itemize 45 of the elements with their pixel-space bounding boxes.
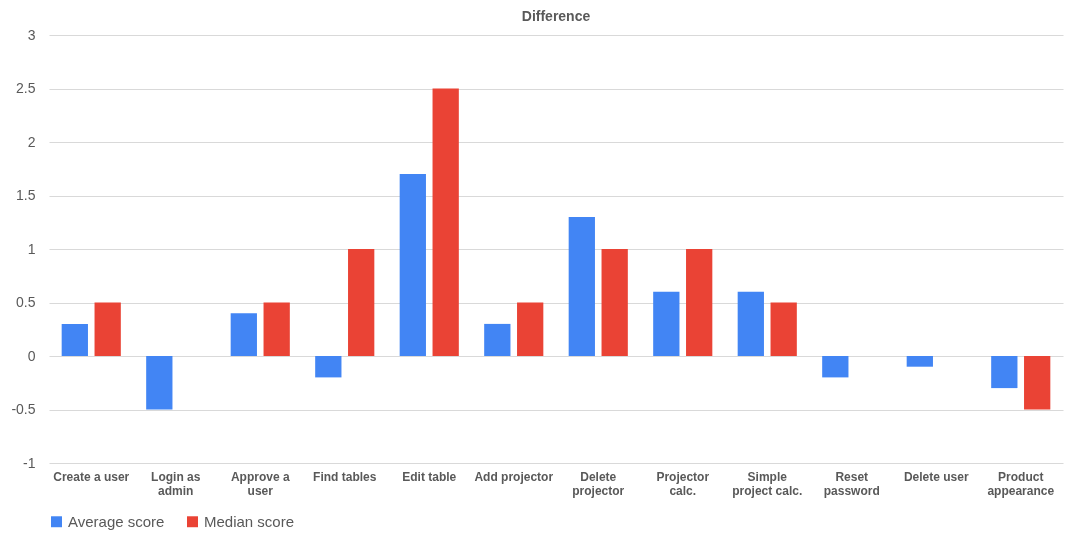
bar [517, 302, 544, 356]
bar [432, 88, 459, 356]
bar [737, 291, 764, 356]
bar [770, 302, 797, 356]
y-tick-label: 3 [27, 26, 36, 43]
chart-title: Difference [521, 8, 591, 24]
bar [61, 323, 88, 356]
x-tick-label: Simple project calc. [732, 469, 803, 498]
bar [653, 291, 680, 356]
bar [1024, 356, 1051, 410]
y-tick-label: 1 [27, 240, 36, 257]
x-tick-label: Edit table [402, 469, 457, 484]
x-tick-label: Find tables [313, 469, 377, 484]
legend-label: Median score [204, 512, 295, 530]
y-tick-label: -1 [23, 454, 36, 471]
bar [906, 356, 933, 367]
bar [146, 356, 173, 410]
bar [601, 249, 628, 356]
y-tick-label: 1.5 [16, 187, 36, 203]
y-tick-label: 0 [27, 347, 36, 364]
bar [263, 302, 290, 356]
legend-label: Average score [68, 512, 165, 530]
x-tick-label: Add projector [474, 469, 554, 484]
bar [822, 356, 849, 378]
bar [315, 356, 342, 378]
y-tick-label: 2 [27, 133, 36, 150]
x-tick-label: Delete user [903, 469, 969, 484]
x-tick-label: Reset password [823, 469, 880, 498]
bar [686, 249, 713, 356]
bar [484, 323, 511, 356]
x-tick-label: Create a user [53, 469, 130, 484]
bar [348, 249, 375, 356]
bar [399, 174, 426, 356]
bar [230, 313, 257, 356]
x-tick-label: Delete projector [572, 469, 625, 498]
y-tick-label: 0.5 [16, 294, 36, 310]
x-tick-label: Approve a user [230, 469, 290, 498]
y-tick-label: -0.5 [11, 401, 36, 417]
x-tick-label: Projector calc. [656, 469, 710, 498]
bar [991, 356, 1018, 389]
x-tick-label: Product appearance [987, 469, 1055, 498]
bar [568, 216, 595, 356]
y-tick-label: 2.5 [16, 80, 36, 96]
x-tick-label: Login as admin [151, 469, 201, 498]
bar [94, 302, 121, 356]
